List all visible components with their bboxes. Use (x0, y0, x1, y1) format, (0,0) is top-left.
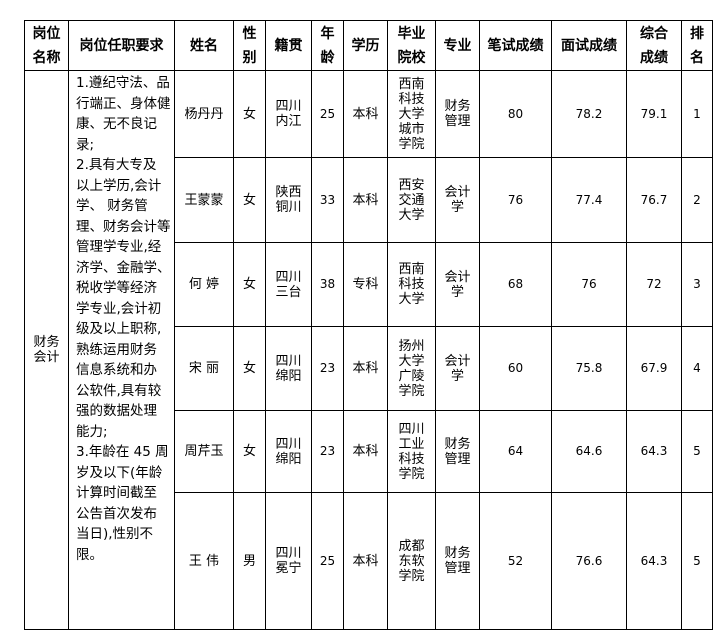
results-table: 岗位 名称 岗位任职要求 姓名 性 别 籍贯 年 龄 学历 毕业 院校 专业 笔… (24, 20, 713, 630)
gender-cell: 男 (233, 492, 266, 630)
total-cell: 64.3 (626, 410, 682, 493)
written-cell: 52 (479, 492, 552, 630)
major-cell: 会计 学 (435, 326, 480, 411)
requirements-text: 1.遵纪守法、品 行端正、身体健 康、无不良记 录; 2.具有大专及 以上学历,… (76, 75, 171, 563)
written-cell: 80 (479, 70, 552, 158)
education-cell: 本科 (343, 492, 388, 630)
header-row: 岗位 名称 岗位任职要求 姓名 性 别 籍贯 年 龄 学历 毕业 院校 专业 笔… (24, 20, 713, 71)
school-cell: 西南 科技 大学 城市 学院 (387, 70, 436, 158)
education-cell: 专科 (343, 242, 388, 327)
interview-cell: 78.2 (551, 70, 627, 158)
age-cell: 33 (311, 157, 344, 243)
interview-cell: 76 (551, 242, 627, 327)
header-written: 笔试成绩 (479, 20, 552, 71)
total-cell: 72 (626, 242, 682, 327)
age-cell: 25 (311, 70, 344, 158)
origin-cell: 四川 三台 (265, 242, 312, 327)
major-cell: 财务 管理 (435, 410, 480, 493)
header-rank: 排 名 (681, 20, 713, 71)
school-cell: 西南 科技 大学 (387, 242, 436, 327)
major-cell: 财务 管理 (435, 70, 480, 158)
header-total: 综合 成绩 (626, 20, 682, 71)
interview-cell: 76.6 (551, 492, 627, 630)
education-cell: 本科 (343, 70, 388, 158)
table-row: 宋 丽女四川 绵阳 23 本科 扬州 大学 广陵 学院 会计 学 60 75.8 67.9 4 (25, 326, 713, 411)
header-school: 毕业 院校 (387, 20, 436, 71)
total-cell: 76.7 (626, 157, 682, 243)
school-cell: 扬州 大学 广陵 学院 (387, 326, 436, 411)
gender-cell: 女 (233, 242, 266, 327)
origin-cell: 四川 绵阳 (265, 410, 312, 493)
header-major: 专业 (435, 20, 480, 71)
table-row: 何 婷女四川 三台 38 专科 西南 科技 大学 会计 学 68 76 72 3 (25, 242, 713, 327)
interview-cell: 64.6 (551, 410, 627, 493)
origin-cell: 四川 内江 (265, 70, 312, 158)
total-cell: 79.1 (626, 70, 682, 158)
rank-cell: 2 (681, 157, 713, 243)
education-cell: 本科 (343, 157, 388, 243)
name-cell: 周芹玉 (174, 410, 234, 493)
table-row: 王 伟男四川 冕宁 25 本科 成都 东软 学院 财务 管理 52 76.6 64.3 5 (25, 492, 713, 630)
rank-cell: 4 (681, 326, 713, 411)
header-interview: 面试成绩 (551, 20, 627, 71)
requirements-cell: 1.遵纪守法、品 行端正、身体健 康、无不良记 录; 2.具有大专及 以上学历,… (68, 70, 175, 630)
rank-cell: 5 (681, 410, 713, 493)
origin-cell: 四川 绵阳 (265, 326, 312, 411)
table-row: 财务 会计 1.遵纪守法、品 行端正、身体健 康、无不良记 录; 2.具有大专及 … (24, 70, 713, 630)
position-cell: 财务 会计 (24, 70, 69, 630)
header-origin: 籍贯 (265, 20, 312, 71)
major-cell: 会计 学 (435, 242, 480, 327)
written-cell: 68 (479, 242, 552, 327)
school-cell: 成都 东软 学院 (387, 492, 436, 630)
table-row: 周芹玉女四川 绵阳 23 本科 四川 工业 科技 学院 财务 管理 64 64.6 64.3 5 (25, 410, 713, 493)
age-cell: 23 (311, 326, 344, 411)
major-cell: 财务 管理 (435, 492, 480, 630)
name-cell: 何 婷 (174, 242, 234, 327)
header-age: 年 龄 (311, 20, 344, 71)
written-cell: 76 (479, 157, 552, 243)
gender-cell: 女 (233, 326, 266, 411)
education-cell: 本科 (343, 410, 388, 493)
table-row: 王蒙蒙女陕西 铜川 33 本科 西安 交通 大学 会计 学 76 77.4 76.7 2 (25, 157, 713, 243)
rank-cell: 5 (681, 492, 713, 630)
header-education: 学历 (343, 20, 388, 71)
written-cell: 60 (479, 326, 552, 411)
age-cell: 25 (311, 492, 344, 630)
origin-cell: 陕西 铜川 (265, 157, 312, 243)
school-cell: 西安 交通 大学 (387, 157, 436, 243)
school-cell: 四川 工业 科技 学院 (387, 410, 436, 493)
header-name: 姓名 (174, 20, 234, 71)
name-cell: 王 伟 (174, 492, 234, 630)
total-cell: 67.9 (626, 326, 682, 411)
rank-cell: 3 (681, 242, 713, 327)
header-position: 岗位 名称 (24, 20, 69, 71)
header-gender: 性 别 (233, 20, 266, 71)
origin-cell: 四川 冕宁 (265, 492, 312, 630)
rank-cell: 1 (681, 70, 713, 158)
education-cell: 本科 (343, 326, 388, 411)
interview-cell: 77.4 (551, 157, 627, 243)
major-cell: 会计 学 (435, 157, 480, 243)
name-cell: 宋 丽 (174, 326, 234, 411)
gender-cell: 女 (233, 70, 266, 158)
header-requirements: 岗位任职要求 (68, 20, 175, 71)
age-cell: 23 (311, 410, 344, 493)
gender-cell: 女 (233, 410, 266, 493)
name-cell: 杨丹丹 (174, 70, 234, 158)
interview-cell: 75.8 (551, 326, 627, 411)
gender-cell: 女 (233, 157, 266, 243)
total-cell: 64.3 (626, 492, 682, 630)
age-cell: 38 (311, 242, 344, 327)
written-cell: 64 (479, 410, 552, 493)
name-cell: 王蒙蒙 (174, 157, 234, 243)
